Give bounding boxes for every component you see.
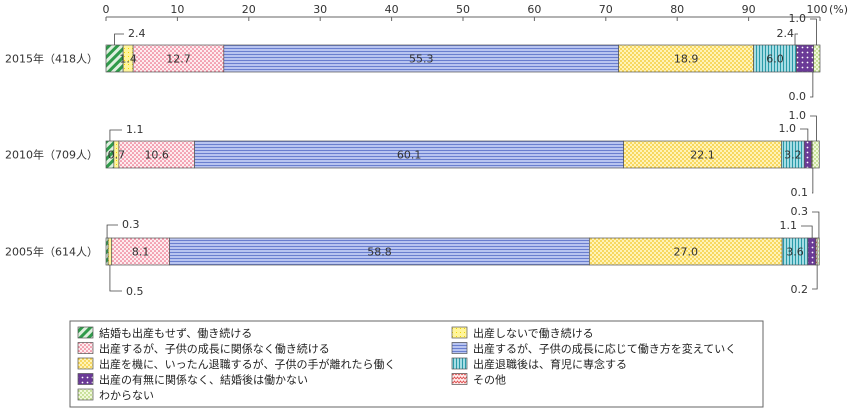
- x-tick-label: 70: [599, 3, 613, 16]
- legend-label: 出産退職後は、育児に専念する: [473, 357, 627, 371]
- leader-annotations: 2.41.02.40.01.11.01.00.10.30.31.10.5 0.2: [106, 12, 820, 298]
- legend-label: 出産の有無に関係なく、結婚後は働かない: [99, 373, 308, 387]
- annotation-label: 0.5: [126, 285, 144, 298]
- data-label: 58.8: [367, 246, 392, 259]
- data-label: 1.4: [119, 53, 137, 66]
- data-label: 55.3: [409, 53, 434, 66]
- legend-swatch: [451, 373, 468, 385]
- bar-segment: [194, 140, 625, 169]
- leader-line: [106, 224, 118, 238]
- legend-box: [69, 320, 764, 408]
- legend-swatch: [77, 326, 94, 339]
- data-label: 10.6: [144, 149, 169, 162]
- data-label: 0.7: [108, 149, 126, 162]
- legend-swatch: [77, 357, 94, 370]
- bar-segment: [169, 237, 590, 266]
- leader-line: [810, 18, 817, 45]
- bars: 2015年（418人） 2010年（709人） 2005年（614人）: [5, 44, 821, 266]
- annotation-label: 1.1: [126, 123, 144, 136]
- annotation-label: 0.3: [791, 205, 809, 218]
- x-tick-label: 40: [385, 3, 399, 16]
- x-tick-label: 10: [170, 3, 184, 16]
- annotation-label: 0.0: [789, 90, 807, 103]
- x-tick-label: 80: [670, 3, 684, 16]
- bar-segment: [813, 44, 821, 73]
- annotation-label: 1.1: [780, 219, 798, 232]
- legend-label: その他: [473, 374, 506, 387]
- data-label: 27.0: [674, 246, 699, 259]
- x-tick-label: 30: [313, 3, 327, 16]
- leader-line: [109, 265, 122, 292]
- leader-line: [812, 265, 818, 290]
- legend-label: わからない: [99, 389, 154, 402]
- bar-segment: [223, 44, 620, 73]
- legend-label: 出産するが、子供の成長に関係なく働き続ける: [99, 342, 330, 356]
- category-label: 2015年（418人）: [5, 52, 98, 66]
- legend-swatch: [77, 373, 94, 385]
- bar-segment: [796, 44, 814, 73]
- x-tick-label: 20: [242, 3, 256, 16]
- data-label: 3.6: [786, 246, 804, 259]
- legend-swatch: [451, 342, 468, 354]
- legend-label: 出産するが、子供の成長に応じて働き方を変えていく: [473, 342, 736, 356]
- legend-label: 出産を機に、いったん退職するが、子供の手が離れたら働く: [99, 357, 395, 371]
- legend-label: 出産しないで働き続ける: [473, 326, 594, 340]
- data-label: 18.9: [674, 53, 699, 66]
- data-label: 60.1: [397, 149, 422, 162]
- bar-segment: [807, 237, 817, 266]
- leader-line: [800, 128, 809, 141]
- leader-line: [109, 129, 122, 141]
- x-tick-label: 50: [456, 3, 470, 16]
- bar-segment: [816, 237, 820, 266]
- x-axis: 0 10 20 30 40 50 60 70 80 90 100 (%): [103, 3, 848, 21]
- bar-segment: [803, 140, 812, 169]
- bar-segment: [107, 237, 113, 266]
- leader-line: [801, 225, 813, 238]
- data-label: 12.7: [166, 53, 191, 66]
- data-label: 8.1: [132, 246, 150, 259]
- category-label: 2010年（709人）: [5, 148, 98, 162]
- annotation-label: 0.1: [791, 186, 809, 199]
- data-label: 3.2: [784, 149, 802, 162]
- legend-swatch: [77, 342, 94, 354]
- leader-line: [812, 168, 814, 194]
- legend-swatch: [451, 357, 468, 370]
- data-labels: 1.4 12.7 55.3 18.9 6.0 0.7 10.6 60.1 22.1 3.2 8.1 5…: [108, 53, 804, 259]
- data-label: 6.0: [766, 53, 784, 66]
- bar-segment: [111, 237, 170, 266]
- legend: 結婚も出産もせず、働き続ける 出産しないで働き続ける出産するが、子供の成長に関係な…: [69, 320, 764, 408]
- annotation-label: 0.2: [791, 283, 809, 296]
- bar-segment: [811, 140, 820, 169]
- bar-segment: [781, 237, 809, 266]
- legend-label: 結婚も出産もせず、働き続ける: [99, 326, 252, 340]
- legend-swatch: [77, 388, 94, 401]
- bar-segment: [623, 140, 782, 169]
- bar-segment: [118, 140, 195, 169]
- annotation-label: 1.0: [789, 12, 807, 25]
- x-tick-label: 0: [103, 3, 110, 16]
- leader-line: [812, 211, 820, 238]
- legend-swatch: [451, 326, 468, 339]
- unit-label: (%): [829, 3, 848, 16]
- annotation-label: 2.4: [128, 27, 146, 40]
- category-label: 2005年（614人）: [5, 245, 98, 259]
- x-tick-label: 100: [807, 3, 828, 16]
- annotation-label: 1.0: [789, 109, 807, 122]
- leader-line: [810, 72, 814, 98]
- annotation-label: 2.4: [777, 27, 795, 40]
- annotation-label: 1.0: [779, 122, 797, 135]
- data-label: 22.1: [690, 149, 715, 162]
- leader-line: [114, 33, 124, 45]
- leader-line: [810, 115, 817, 141]
- leader-line: [794, 33, 798, 45]
- x-tick-label: 90: [742, 3, 756, 16]
- x-tick-label: 60: [527, 3, 541, 16]
- annotation-label: 0.3: [122, 218, 140, 231]
